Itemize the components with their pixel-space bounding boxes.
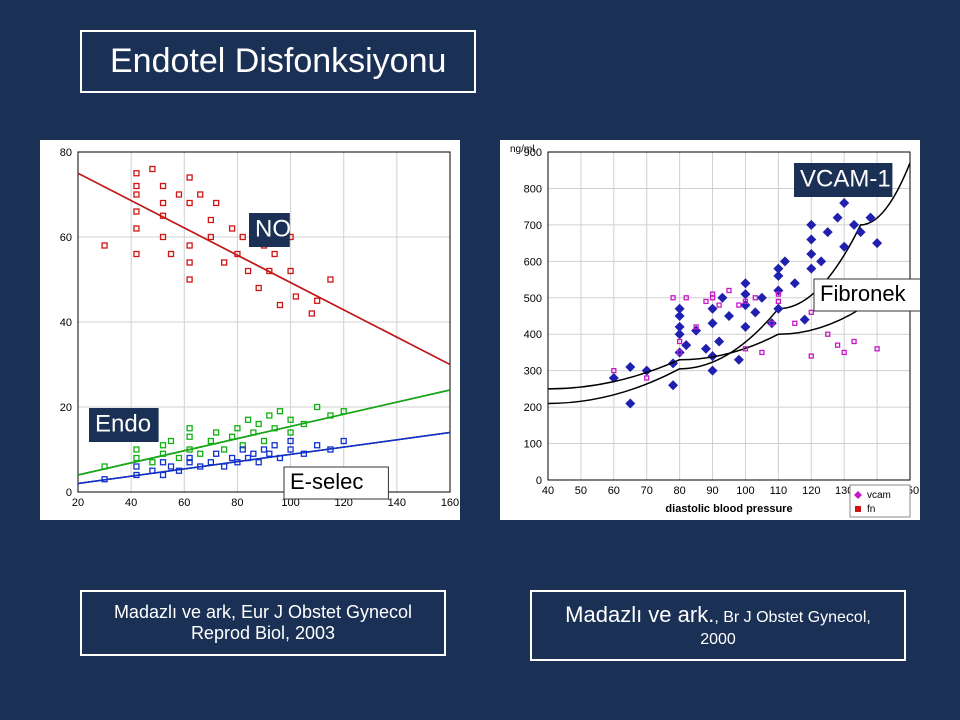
citation-left-text: Madazlı ve ark, Eur J Obstet Gynecol Rep… [114,602,412,643]
svg-text:700: 700 [524,220,542,232]
svg-text:40: 40 [542,485,554,497]
svg-text:100: 100 [736,485,754,497]
left-scatter-chart: 20406080100120140160020406080NOEndoE-sel… [40,140,460,520]
svg-text:20: 20 [72,497,84,509]
svg-text:ng/ml: ng/ml [510,144,534,155]
svg-text:80: 80 [60,147,72,159]
page-title: Endotel Disfonksiyonu [80,30,476,93]
svg-text:NO: NO [255,215,291,242]
svg-text:70: 70 [641,485,653,497]
svg-text:60: 60 [60,232,72,244]
svg-text:500: 500 [524,293,542,305]
svg-text:Fibronek: Fibronek [820,281,907,306]
svg-text:80: 80 [674,485,686,497]
svg-text:E-selec: E-selec [290,469,363,494]
svg-text:800: 800 [524,183,542,195]
citation-right: Madazlı ve ark., Br J Obstet Gynecol, 20… [530,590,906,661]
svg-text:40: 40 [60,317,72,329]
svg-text:40: 40 [125,497,137,509]
svg-text:90: 90 [706,485,718,497]
svg-text:600: 600 [524,256,542,268]
right-scatter-chart: 4050607080901001101201301401500100200300… [500,140,920,520]
svg-text:140: 140 [388,497,406,509]
svg-text:50: 50 [575,485,587,497]
svg-text:110: 110 [770,485,788,497]
svg-text:vcam: vcam [867,490,891,501]
svg-text:160: 160 [441,497,459,509]
svg-text:100: 100 [524,439,542,451]
svg-text:120: 120 [802,485,820,497]
svg-text:fn: fn [867,504,875,515]
svg-text:0: 0 [66,487,72,499]
svg-text:400: 400 [524,329,542,341]
svg-text:60: 60 [178,497,190,509]
svg-text:diastolic blood pressure: diastolic blood pressure [665,503,792,515]
svg-text:0: 0 [536,475,542,487]
svg-text:300: 300 [524,366,542,378]
svg-text:200: 200 [524,402,542,414]
citation-right-rest: , Br J Obstet Gynecol, 2000 [700,609,871,648]
svg-text:80: 80 [231,497,243,509]
citation-right-name: Madazlı ve ark. [565,602,714,627]
svg-text:60: 60 [608,485,620,497]
svg-text:20: 20 [60,402,72,414]
citation-left: Madazlı ve ark, Eur J Obstet Gynecol Rep… [80,590,446,656]
svg-text:Endo: Endo [95,410,151,437]
title-text: Endotel Disfonksiyonu [110,42,446,80]
svg-text:VCAM-1: VCAM-1 [800,165,891,192]
